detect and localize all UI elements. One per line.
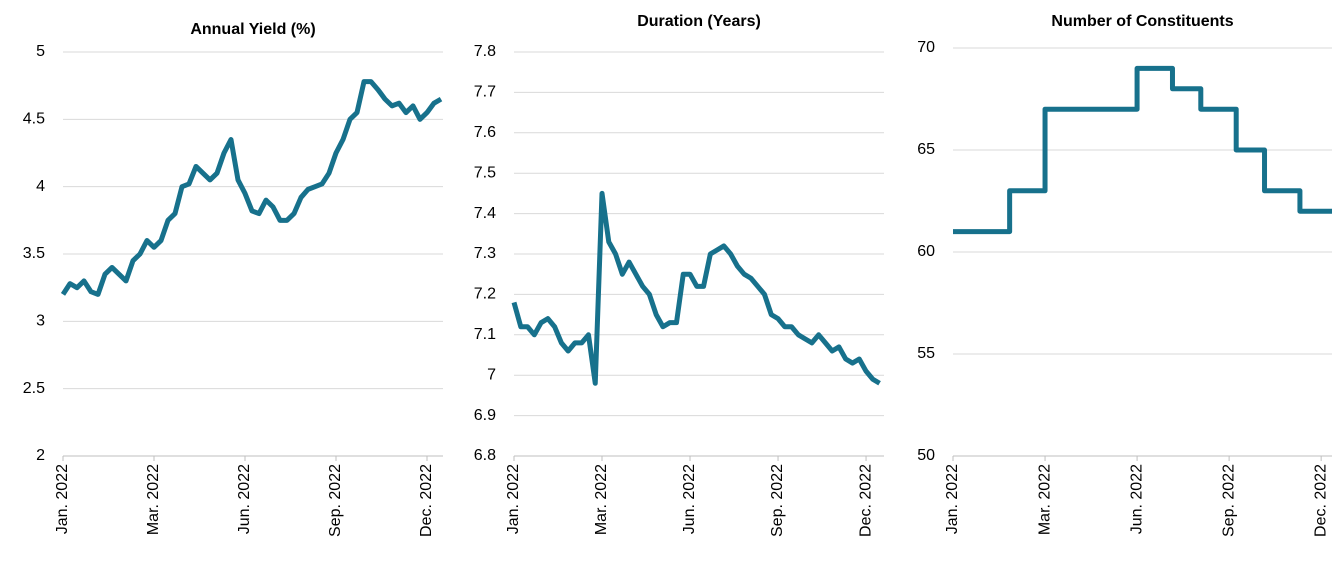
- x-tick-label: Mar. 2022: [593, 464, 610, 535]
- x-tick-label: Dec. 2022: [418, 464, 435, 537]
- y-tick-label: 7.2: [474, 286, 496, 303]
- y-tick-label: 7: [487, 366, 496, 383]
- chart-title: Number of Constituents: [1051, 13, 1233, 30]
- x-tick-label: Dec. 2022: [857, 464, 874, 537]
- chart-title: Duration (Years): [637, 13, 761, 30]
- x-tick-label: Sep. 2022: [327, 464, 344, 537]
- y-tick-label: 4.5: [23, 111, 45, 128]
- y-tick-label: 7.7: [474, 84, 496, 101]
- x-tick-label: Jun. 2022: [681, 464, 698, 534]
- x-tick-label: Dec. 2022: [1312, 464, 1329, 537]
- x-tick-label: Jun. 2022: [236, 464, 253, 534]
- y-tick-label: 3.5: [23, 245, 45, 262]
- y-tick-label: 4: [36, 178, 45, 195]
- y-tick-label: 65: [917, 141, 935, 158]
- y-tick-label: 7.1: [474, 326, 496, 343]
- y-tick-label: 7.5: [474, 164, 496, 181]
- x-tick-label: Jan. 2022: [944, 464, 961, 534]
- y-tick-label: 2.5: [23, 380, 45, 397]
- x-tick-label: Sep. 2022: [1220, 464, 1237, 537]
- x-tick-label: Sep. 2022: [769, 464, 786, 537]
- y-tick-label: 6.8: [474, 447, 496, 464]
- y-tick-label: 7.8: [474, 43, 496, 60]
- y-tick-label: 60: [917, 243, 935, 260]
- x-tick-label: Jan. 2022: [505, 464, 522, 534]
- y-tick-label: 55: [917, 345, 935, 362]
- x-tick-label: Mar. 2022: [1036, 464, 1053, 535]
- y-tick-label: 7.6: [474, 124, 496, 141]
- data-line: [60, 79, 443, 297]
- y-tick-label: 50: [917, 447, 935, 464]
- x-tick-label: Jan. 2022: [54, 464, 71, 534]
- y-tick-label: 3: [36, 313, 45, 330]
- y-tick-label: 70: [917, 39, 935, 56]
- data-line: [953, 65, 1332, 235]
- y-tick-label: 5: [36, 43, 45, 60]
- x-tick-label: Jun. 2022: [1128, 464, 1145, 534]
- y-tick-label: 6.9: [474, 407, 496, 424]
- chart-title: Annual Yield (%): [190, 21, 315, 38]
- data-line: [511, 190, 881, 386]
- x-tick-label: Mar. 2022: [145, 464, 162, 535]
- y-tick-label: 2: [36, 447, 45, 464]
- y-tick-label: 7.3: [474, 245, 496, 262]
- y-tick-label: 7.4: [474, 205, 496, 222]
